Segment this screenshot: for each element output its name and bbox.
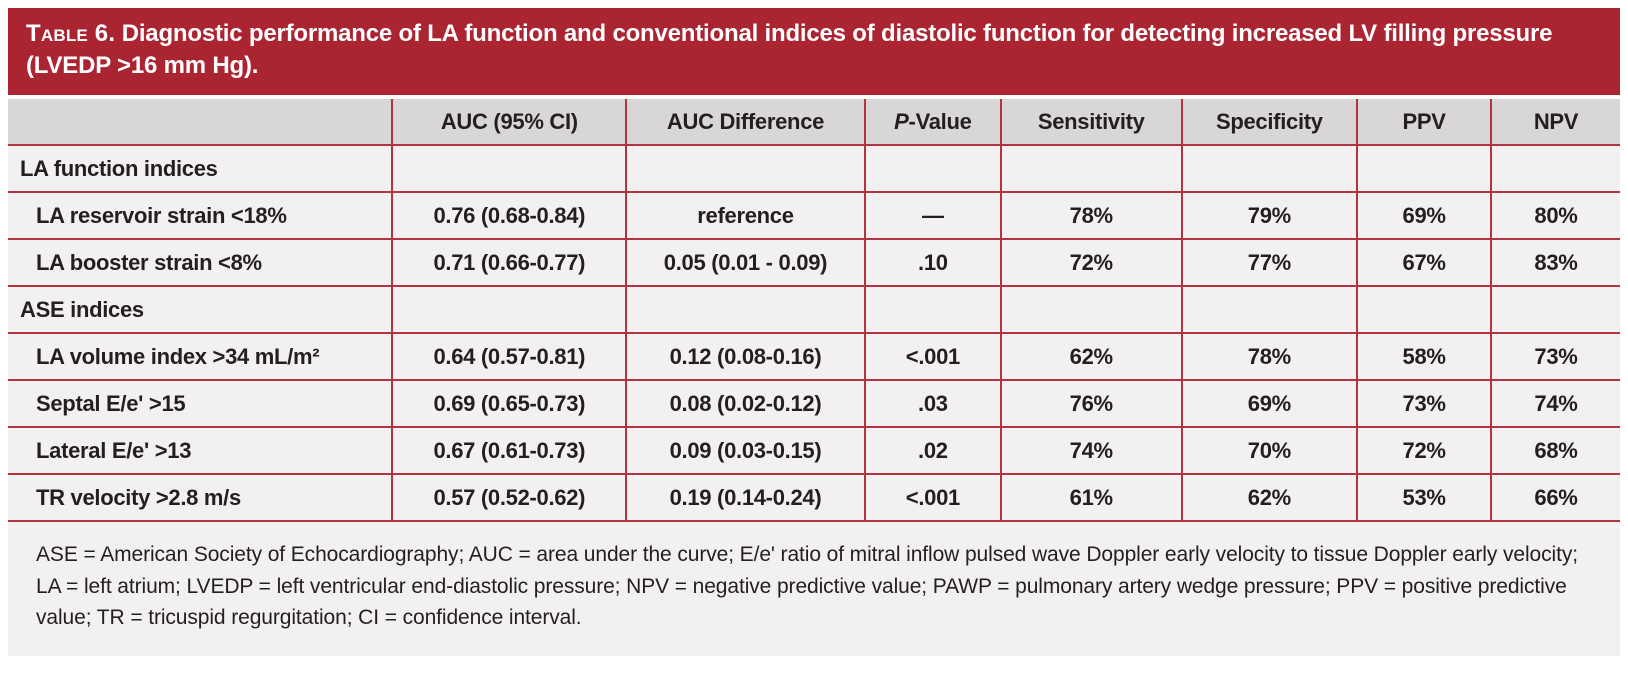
cell-specificity: 78%: [1180, 332, 1359, 381]
cell-specificity: [1180, 285, 1359, 334]
cell-auc-difference: 0.19 (0.14-0.24): [625, 473, 866, 522]
cell-p-value: [863, 285, 1002, 334]
cell-ppv: [1356, 144, 1492, 193]
cell-ppv: 69%: [1356, 191, 1492, 240]
cell-p-value: .03: [863, 379, 1002, 428]
cell-auc-difference: [625, 285, 866, 334]
col-header-auc: AUC (95% CI): [391, 99, 628, 146]
cell-auc: [391, 285, 628, 334]
cell-ppv: 67%: [1356, 238, 1492, 287]
row-label: Septal E/e' >15: [8, 379, 394, 428]
cell-npv: [1489, 285, 1620, 334]
table-title: Table 6. Diagnostic performance of LA fu…: [8, 8, 1620, 95]
col-header-auc-difference: AUC Difference: [625, 99, 866, 146]
cell-specificity: 69%: [1180, 379, 1359, 428]
cell-p-value: <.001: [863, 473, 1002, 522]
row-label: LA function indices: [8, 144, 394, 193]
cell-sensitivity: 74%: [999, 426, 1183, 475]
cell-npv: [1489, 144, 1620, 193]
cell-sensitivity: 76%: [999, 379, 1183, 428]
cell-ppv: 72%: [1356, 426, 1492, 475]
cell-p-value: —: [863, 191, 1002, 240]
cell-auc: 0.64 (0.57-0.81): [391, 332, 628, 381]
cell-p-value: .02: [863, 426, 1002, 475]
table-number-label: Table 6.: [26, 20, 116, 47]
col-header-npv: NPV: [1489, 99, 1620, 146]
cell-auc-difference: 0.09 (0.03-0.15): [625, 426, 866, 475]
cell-auc: 0.57 (0.52-0.62): [391, 473, 628, 522]
cell-sensitivity: 72%: [999, 238, 1183, 287]
cell-specificity: 77%: [1180, 238, 1359, 287]
cell-p-value: <.001: [863, 332, 1002, 381]
p-value-rest: -Value: [908, 108, 972, 134]
cell-auc: 0.71 (0.66-0.77): [391, 238, 628, 287]
cell-ppv: 73%: [1356, 379, 1492, 428]
table-row-la-booster-strain: LA booster strain <8% 0.71 (0.66-0.77) 0…: [8, 238, 1620, 287]
row-label: Lateral E/e' >13: [8, 426, 394, 475]
table-row-tr-velocity: TR velocity >2.8 m/s 0.57 (0.52-0.62) 0.…: [8, 473, 1620, 522]
cell-ppv: 58%: [1356, 332, 1492, 381]
table-row-section-la-function: LA function indices: [8, 144, 1620, 193]
table-row-la-reservoir-strain: LA reservoir strain <18% 0.76 (0.68-0.84…: [8, 191, 1620, 240]
table-title-text: Diagnostic performance of LA function an…: [26, 20, 1553, 80]
cell-auc-difference: [625, 144, 866, 193]
diagnostic-performance-table: AUC (95% CI) AUC Difference P-Value Sens…: [8, 99, 1620, 522]
cell-npv: 80%: [1489, 191, 1620, 240]
cell-auc: [391, 144, 628, 193]
cell-npv: 66%: [1489, 473, 1620, 522]
cell-npv: 73%: [1489, 332, 1620, 381]
cell-ppv: [1356, 285, 1492, 334]
cell-sensitivity: 62%: [999, 332, 1183, 381]
row-label: LA booster strain <8%: [8, 238, 394, 287]
cell-auc: 0.76 (0.68-0.84): [391, 191, 628, 240]
row-label: ASE indices: [8, 285, 394, 334]
cell-ppv: 53%: [1356, 473, 1492, 522]
cell-auc-difference: reference: [625, 191, 866, 240]
col-header-empty: [8, 99, 394, 146]
cell-npv: 74%: [1489, 379, 1620, 428]
cell-sensitivity: 78%: [999, 191, 1183, 240]
cell-sensitivity: [999, 285, 1183, 334]
col-header-sensitivity: Sensitivity: [999, 99, 1183, 146]
cell-auc-difference: 0.08 (0.02-0.12): [625, 379, 866, 428]
cell-sensitivity: 61%: [999, 473, 1183, 522]
row-label: LA reservoir strain <18%: [8, 191, 394, 240]
cell-npv: 68%: [1489, 426, 1620, 475]
col-header-specificity: Specificity: [1180, 99, 1359, 146]
row-label: TR velocity >2.8 m/s: [8, 473, 394, 522]
cell-specificity: [1180, 144, 1359, 193]
table-row-la-volume-index: LA volume index >34 mL/m² 0.64 (0.57-0.8…: [8, 332, 1620, 381]
cell-npv: 83%: [1489, 238, 1620, 287]
table-6-block: Table 6. Diagnostic performance of LA fu…: [8, 8, 1620, 656]
cell-auc-difference: 0.12 (0.08-0.16): [625, 332, 866, 381]
header-row: AUC (95% CI) AUC Difference P-Value Sens…: [8, 99, 1620, 146]
cell-specificity: 79%: [1180, 191, 1359, 240]
cell-auc: 0.69 (0.65-0.73): [391, 379, 628, 428]
row-label: LA volume index >34 mL/m²: [8, 332, 394, 381]
cell-specificity: 70%: [1180, 426, 1359, 475]
cell-specificity: 62%: [1180, 473, 1359, 522]
col-header-p-value: P-Value: [863, 99, 1002, 146]
table-row-septal-e-eprime: Septal E/e' >15 0.69 (0.65-0.73) 0.08 (0…: [8, 379, 1620, 428]
table-footnote: ASE = American Society of Echocardiograp…: [8, 522, 1620, 656]
cell-auc-difference: 0.05 (0.01 - 0.09): [625, 238, 866, 287]
cell-auc: 0.67 (0.61-0.73): [391, 426, 628, 475]
cell-p-value: [863, 144, 1002, 193]
table-row-lateral-e-eprime: Lateral E/e' >13 0.67 (0.61-0.73) 0.09 (…: [8, 426, 1620, 475]
table-row-section-ase-indices: ASE indices: [8, 285, 1620, 334]
cell-p-value: .10: [863, 238, 1002, 287]
p-value-italic-p: P: [894, 108, 909, 134]
col-header-ppv: PPV: [1356, 99, 1492, 146]
cell-sensitivity: [999, 144, 1183, 193]
